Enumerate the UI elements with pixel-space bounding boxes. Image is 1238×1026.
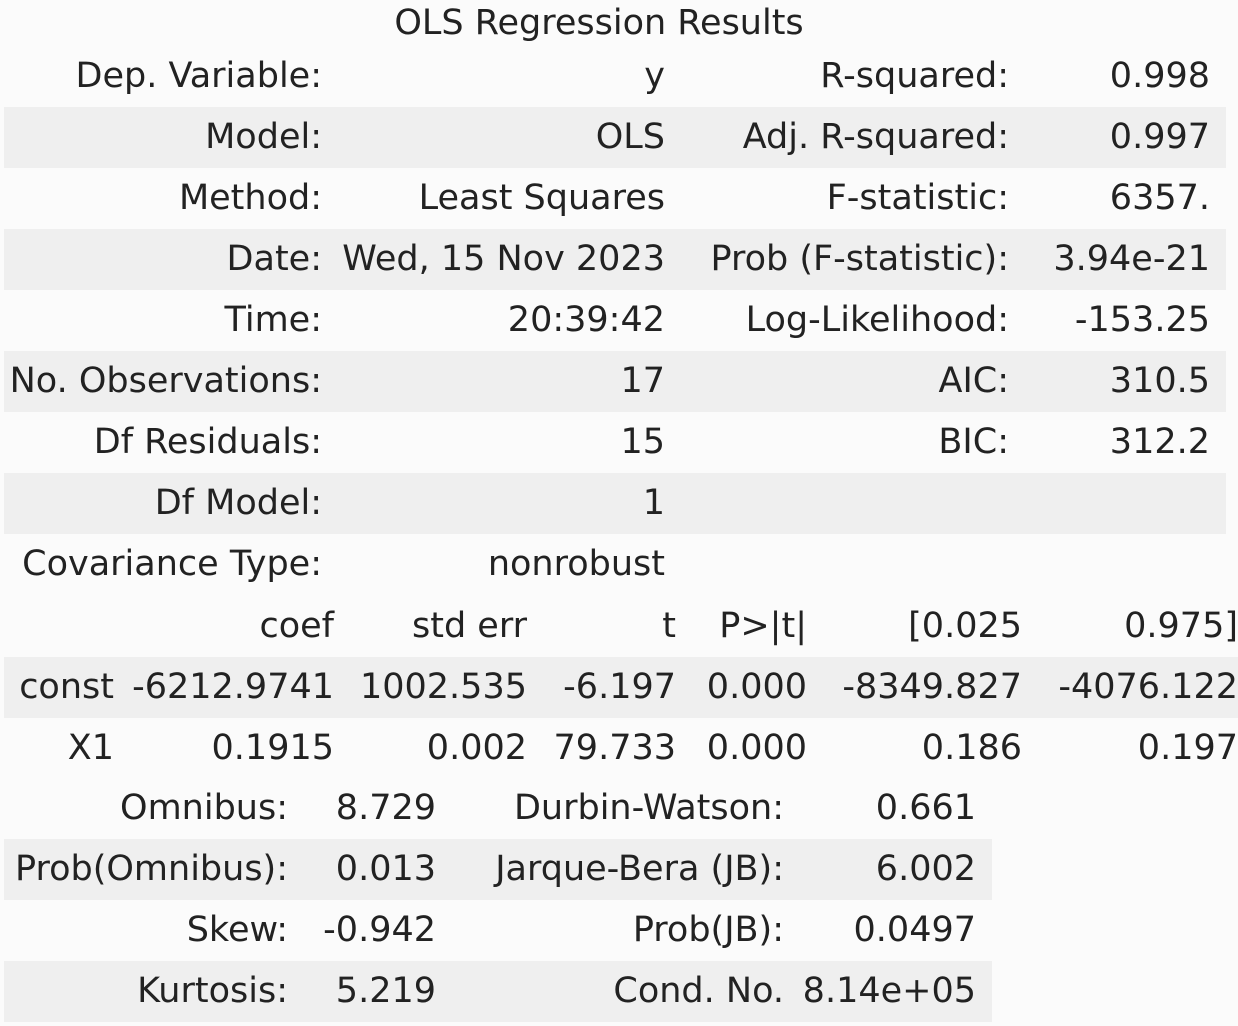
summary-value: 312.2 xyxy=(1109,422,1210,462)
table-row: No. Observations: 17 AIC: 310.5 xyxy=(4,351,1226,412)
summary-value: y xyxy=(644,56,665,96)
table-header-row: coef std err t P>|t| [0.025 0.975] xyxy=(4,596,1238,657)
table-cell: -6212.9741 xyxy=(114,657,334,718)
table-cell: -8349.827 xyxy=(807,657,1022,718)
summary-value: 1 xyxy=(322,473,681,534)
summary-value: 310.5 xyxy=(1009,351,1226,412)
column-header: 0.975] xyxy=(1124,606,1238,646)
table-row: Time: 20:39:42 Log-Likelihood: -153.25 xyxy=(4,290,1226,351)
summary-label: Log-Likelihood: xyxy=(745,300,1009,340)
row-label: const xyxy=(4,657,114,718)
summary-label: Adj. R-squared: xyxy=(681,107,1009,168)
summary-label: Df Model: xyxy=(4,473,322,534)
column-header: P>|t| xyxy=(719,606,807,646)
summary-label: Prob (F-statistic): xyxy=(681,229,1009,290)
summary-value: 15 xyxy=(620,422,665,462)
table-cell: 0.002 xyxy=(426,728,527,768)
diagnostics-table: Omnibus: 8.729 Durbin-Watson: 0.661 Prob… xyxy=(4,778,992,1022)
table-cell: -6.197 xyxy=(527,657,676,718)
table-row: Kurtosis: 5.219 Cond. No. 8.14e+05 xyxy=(4,961,992,1022)
summary-label xyxy=(681,534,1009,595)
table-row: Dep. Variable: y R-squared: 0.998 xyxy=(4,46,1226,107)
table-cell: -4076.122 xyxy=(1022,657,1238,718)
summary-value: 0.998 xyxy=(1109,56,1210,96)
summary-label: Method: xyxy=(178,178,322,218)
table-title: OLS Regression Results xyxy=(394,3,804,43)
diagnostic-label: Skew: xyxy=(186,910,288,950)
diagnostic-value: 8.729 xyxy=(335,788,436,828)
table-cell: 0.197 xyxy=(1137,728,1238,768)
table-row: X1 0.1915 0.002 79.733 0.000 0.186 0.197 xyxy=(4,718,1238,779)
diagnostic-label: Kurtosis: xyxy=(4,961,288,1022)
summary-value: 17 xyxy=(322,351,681,412)
diagnostic-label: Omnibus: xyxy=(120,788,288,828)
row-label: X1 xyxy=(67,728,114,768)
table-row: Method: Least Squares F-statistic: 6357. xyxy=(4,168,1226,229)
diagnostic-label: Jarque-Bera (JB): xyxy=(452,839,784,900)
table-cell: 1002.535 xyxy=(334,657,527,718)
diagnostic-value: 0.013 xyxy=(288,839,452,900)
summary-label: Dep. Variable: xyxy=(75,56,322,96)
summary-value: 3.94e-21 xyxy=(1009,229,1226,290)
summary-label: F-statistic: xyxy=(826,178,1009,218)
column-header: t xyxy=(662,606,676,646)
table-row: Model: OLS Adj. R-squared: 0.997 xyxy=(4,107,1226,168)
table-row: Skew: -0.942 Prob(JB): 0.0497 xyxy=(4,900,992,961)
table-row: Omnibus: 8.729 Durbin-Watson: 0.661 xyxy=(4,778,992,839)
table-row: Covariance Type: nonrobust xyxy=(4,534,1226,595)
table-row: const -6212.9741 1002.535 -6.197 0.000 -… xyxy=(4,657,1238,718)
coefficient-table: coef std err t P>|t| [0.025 0.975] const… xyxy=(4,596,1238,779)
diagnostic-label: Prob(JB): xyxy=(632,910,784,950)
summary-value xyxy=(1009,473,1226,534)
diagnostic-value: 0.0497 xyxy=(853,910,976,950)
summary-value: 20:39:42 xyxy=(507,300,665,340)
column-header: std err xyxy=(412,606,527,646)
summary-label: Df Residuals: xyxy=(93,422,322,462)
summary-label: Time: xyxy=(224,300,322,340)
diagnostic-value: 5.219 xyxy=(288,961,452,1022)
diagnostic-label: Durbin-Watson: xyxy=(513,788,784,828)
summary-value: OLS xyxy=(322,107,681,168)
summary-value: Wed, 15 Nov 2023 xyxy=(322,229,681,290)
column-header: coef xyxy=(259,606,334,646)
summary-label: Date: xyxy=(4,229,322,290)
summary-label xyxy=(681,473,1009,534)
model-summary-table: Dep. Variable: y R-squared: 0.998 Model:… xyxy=(4,46,1226,595)
column-header xyxy=(4,596,114,657)
diagnostic-label: Cond. No. xyxy=(452,961,784,1022)
table-cell: 79.733 xyxy=(553,728,676,768)
table-cell: 0.000 xyxy=(706,728,807,768)
summary-value: -153.25 xyxy=(1074,300,1210,340)
summary-label: Covariance Type: xyxy=(22,544,322,584)
summary-value: 6357. xyxy=(1109,178,1210,218)
table-row: Date: Wed, 15 Nov 2023 Prob (F-statistic… xyxy=(4,229,1226,290)
table-row: Df Residuals: 15 BIC: 312.2 xyxy=(4,412,1226,473)
summary-value: nonrobust xyxy=(487,544,665,584)
summary-label: BIC: xyxy=(938,422,1009,462)
summary-label: AIC: xyxy=(681,351,1009,412)
summary-value: Least Squares xyxy=(418,178,665,218)
diagnostic-value: 6.002 xyxy=(784,839,992,900)
summary-label: Model: xyxy=(4,107,322,168)
column-header: [0.025 xyxy=(908,606,1022,646)
table-row: Prob(Omnibus): 0.013 Jarque-Bera (JB): 6… xyxy=(4,839,992,900)
summary-label: No. Observations: xyxy=(4,351,322,412)
summary-value: 0.997 xyxy=(1009,107,1226,168)
diagnostic-value: 0.661 xyxy=(875,788,976,828)
table-row: Df Model: 1 xyxy=(4,473,1226,534)
summary-value xyxy=(1009,534,1226,595)
diagnostic-value: -0.942 xyxy=(323,910,436,950)
diagnostic-label: Prob(Omnibus): xyxy=(4,839,288,900)
table-cell: 0.186 xyxy=(921,728,1022,768)
table-cell: 0.1915 xyxy=(211,728,334,768)
summary-label: R-squared: xyxy=(820,56,1009,96)
diagnostic-value: 8.14e+05 xyxy=(784,961,992,1022)
table-cell: 0.000 xyxy=(676,657,807,718)
